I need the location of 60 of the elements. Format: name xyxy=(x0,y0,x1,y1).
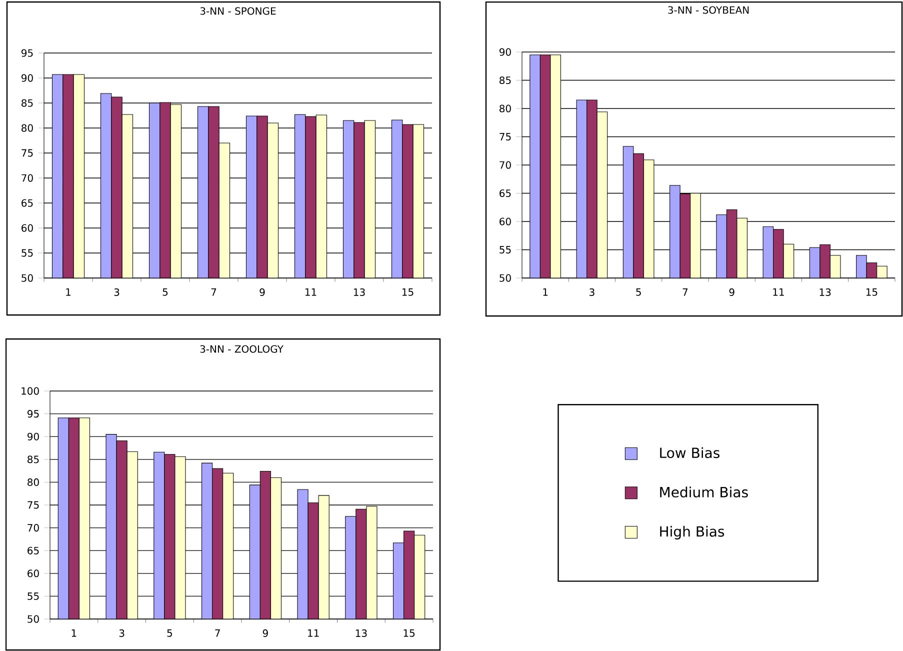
chart-title: 3-NN - SOYBEAN xyxy=(668,6,749,14)
y-tick-label: 75 xyxy=(28,501,39,509)
legend-label: High Bias xyxy=(660,526,724,540)
y-tick-label: 75 xyxy=(22,149,33,157)
x-tick-label: 13 xyxy=(356,629,367,637)
legend-label: Low Bias xyxy=(660,447,720,458)
x-tick-label: 3 xyxy=(114,288,120,296)
y-tick-label: 55 xyxy=(500,246,511,254)
y-tick-label: 95 xyxy=(28,410,39,418)
x-tick-label: 11 xyxy=(773,288,784,296)
y-tick-label: 55 xyxy=(22,249,33,257)
x-tick-label: 5 xyxy=(167,629,172,637)
y-tick-label: 50 xyxy=(500,274,511,282)
legend-label: Medium Bias xyxy=(660,486,748,498)
x-tick-label: 13 xyxy=(820,288,831,296)
y-tick-label: 80 xyxy=(28,478,39,486)
y-tick-label: 50 xyxy=(22,274,33,282)
y-tick-label: 75 xyxy=(500,133,511,140)
y-tick-label: 90 xyxy=(22,74,33,82)
y-tick-label: 50 xyxy=(28,615,39,623)
y-tick-label: 60 xyxy=(22,224,33,232)
x-tick-label: 7 xyxy=(215,629,220,637)
x-tick-label: 5 xyxy=(162,288,168,296)
y-tick-label: 85 xyxy=(28,456,39,464)
y-tick-label: 65 xyxy=(28,546,39,554)
x-tick-label: 1 xyxy=(72,629,76,637)
y-tick-label: 90 xyxy=(28,432,39,440)
y-tick-label: 60 xyxy=(28,570,39,578)
chart-title: 3-NN - SPONGE xyxy=(200,7,276,15)
x-tick-label: 1 xyxy=(66,288,71,296)
y-tick-label: 60 xyxy=(500,218,511,226)
x-tick-label: 7 xyxy=(682,288,688,296)
y-tick-label: 70 xyxy=(500,161,511,169)
y-tick-label: 85 xyxy=(500,76,511,84)
y-tick-label: 80 xyxy=(500,104,511,112)
y-tick-label: 70 xyxy=(22,174,33,182)
y-tick-label: 90 xyxy=(500,48,511,56)
y-tick-label: 80 xyxy=(22,124,33,132)
x-tick-label: 3 xyxy=(119,629,124,637)
x-tick-label: 1 xyxy=(543,288,548,296)
x-tick-label: 9 xyxy=(262,629,268,637)
chart-title: 3-NN - ZOOLOGY xyxy=(200,345,284,353)
x-tick-label: 7 xyxy=(211,288,216,296)
x-tick-label: 15 xyxy=(404,629,415,637)
x-tick-label: 15 xyxy=(866,288,878,296)
y-tick-label: 65 xyxy=(22,199,33,207)
x-tick-label: 11 xyxy=(305,288,316,296)
x-tick-label: 15 xyxy=(402,288,414,296)
y-tick-label: 70 xyxy=(28,524,39,532)
x-tick-label: 9 xyxy=(729,288,734,296)
y-tick-label: 65 xyxy=(500,189,511,198)
x-tick-label: 9 xyxy=(260,288,265,296)
y-tick-label: 100 xyxy=(22,387,39,395)
x-tick-label: 13 xyxy=(354,288,365,296)
x-tick-label: 5 xyxy=(636,288,641,296)
y-tick-label: 55 xyxy=(28,592,39,600)
y-tick-label: 85 xyxy=(22,99,33,107)
x-tick-label: 3 xyxy=(590,288,594,296)
y-tick-label: 95 xyxy=(22,49,33,57)
x-tick-label: 11 xyxy=(308,629,319,637)
